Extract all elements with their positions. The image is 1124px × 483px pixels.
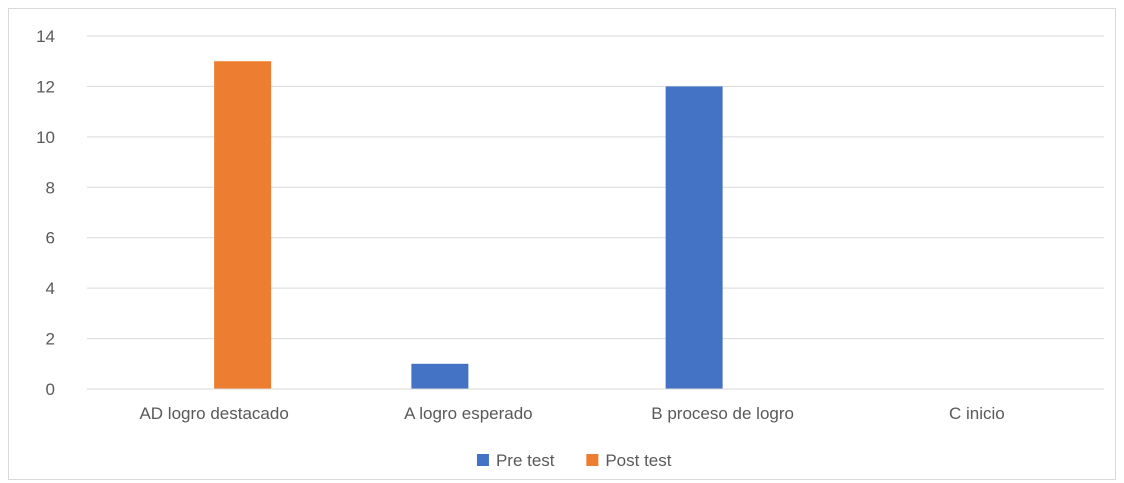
x-category-label: AD logro destacado	[139, 404, 288, 423]
y-axis-tick-labels: 0 2 4 6 8 10 12 14	[36, 27, 55, 399]
x-axis-category-labels: AD logro destacado A logro esperado B proc…	[139, 404, 1004, 423]
y-tick-label: 12	[36, 77, 55, 96]
legend-swatch	[476, 454, 489, 466]
y-tick-label: 2	[46, 330, 55, 349]
bar-post-test-0	[214, 61, 272, 389]
legend-swatch	[586, 454, 599, 466]
y-tick-label: 8	[46, 178, 55, 197]
x-category-label: A logro esperado	[404, 404, 533, 423]
legend-label: Pre test	[496, 451, 555, 470]
bar-pre-test-1	[411, 363, 469, 389]
x-category-label: C inicio	[949, 404, 1005, 423]
legend: Pre test Post test	[476, 451, 672, 470]
bar-pre-test-2	[665, 86, 723, 389]
bars	[214, 61, 723, 389]
y-tick-label: 4	[46, 279, 55, 298]
y-tick-label: 0	[46, 380, 55, 399]
y-tick-label: 6	[46, 229, 55, 248]
y-tick-label: 14	[36, 27, 55, 46]
legend-label: Post test	[605, 451, 671, 470]
y-tick-label: 10	[36, 128, 55, 147]
x-category-label: B proceso de logro	[651, 404, 794, 423]
